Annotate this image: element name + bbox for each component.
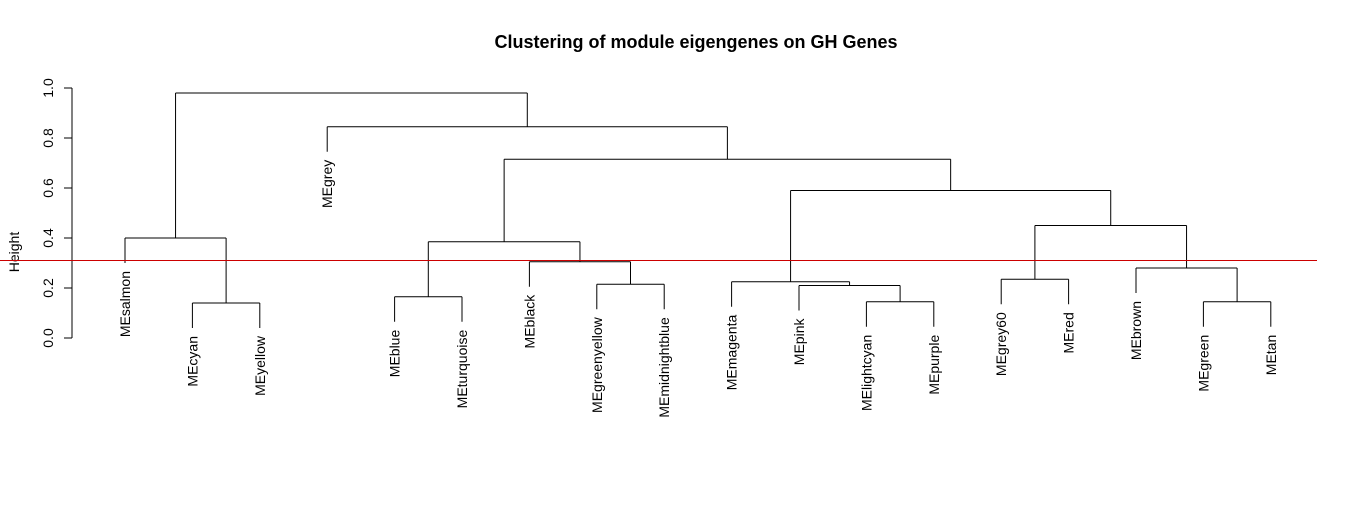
y-tick-label: 1.0 (40, 78, 56, 98)
leaf-label: MEyellow (252, 335, 268, 396)
leaf-label: MEblue (387, 330, 403, 378)
y-tick-label: 0.0 (40, 328, 56, 348)
leaf-label: MEgrey60 (993, 312, 1009, 376)
y-tick-label: 0.4 (40, 228, 56, 248)
y-tick-label: 0.2 (40, 278, 56, 298)
leaf-label: MEcyan (184, 336, 200, 387)
leaf-label: MEgrey (319, 160, 335, 208)
leaf-label: MEtan (1263, 335, 1279, 375)
y-tick-label: 0.6 (40, 178, 56, 198)
leaf-label: MEgreenyellow (589, 316, 605, 413)
leaf-label: MEgreen (1195, 335, 1211, 392)
leaf-label: MEpink (791, 318, 807, 366)
leaf-label: MEblack (521, 294, 537, 349)
dendrogram-branches (124, 92, 1272, 328)
leaf-label: MEbrown (1128, 301, 1144, 360)
y-axis-label: Height (6, 232, 22, 273)
leaf-label: MEred (1061, 312, 1077, 353)
leaf-labels: MEsalmon MEcyan MEyellow MEgrey MEblue MEturq… (117, 160, 1279, 418)
leaf-label: MEpurple (926, 335, 942, 395)
chart-title: Clustering of module eigengenes on GH Ge… (494, 32, 897, 52)
y-axis: 0.0 0.2 0.4 0.6 0.8 1.0 (40, 78, 73, 348)
leaf-label: MEturquoise (454, 330, 470, 409)
y-tick-label: 0.8 (40, 128, 56, 148)
leaf-label: MEmidnightblue (656, 317, 672, 418)
leaf-label: MElightcyan (858, 335, 874, 411)
leaf-label: MEmagenta (724, 315, 740, 391)
leaf-label: MEsalmon (117, 271, 133, 337)
